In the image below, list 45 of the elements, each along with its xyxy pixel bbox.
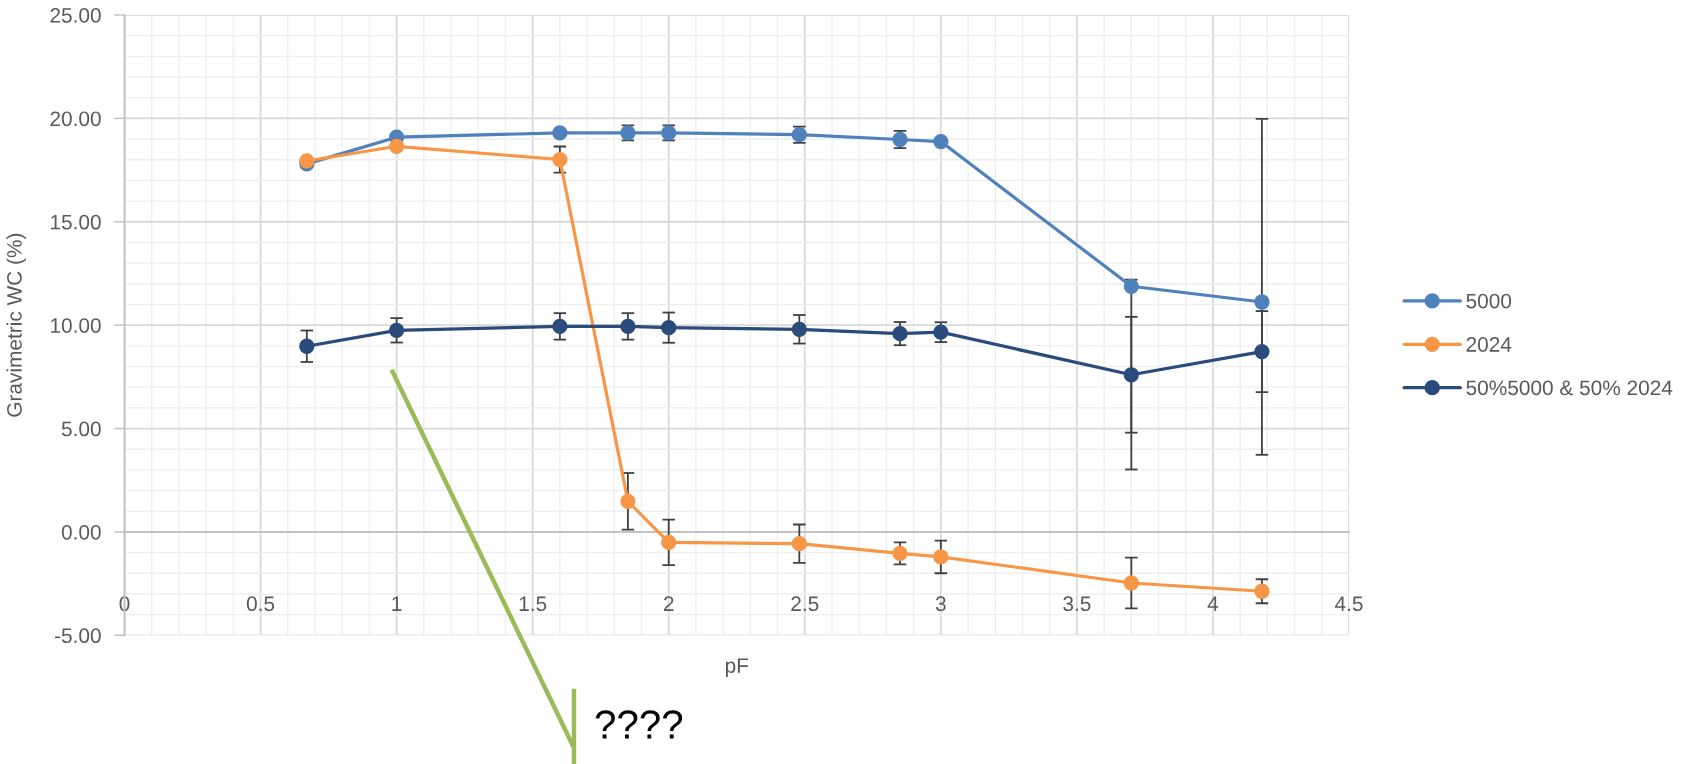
point (388, 138, 405, 154)
point (620, 318, 636, 335)
point (620, 493, 636, 509)
point (661, 534, 677, 551)
point (552, 318, 568, 335)
x-tick-label: 1 (392, 596, 402, 611)
y-axis-title: Gravimetric WC (%) (6, 233, 26, 417)
y-tick-label: 25.00 (50, 8, 101, 23)
point (933, 549, 949, 565)
point (1254, 294, 1270, 310)
point (552, 151, 568, 168)
point (552, 125, 568, 141)
point (661, 319, 677, 336)
x-tick-label: 0.5 (246, 596, 275, 612)
legend-label: 50%5000 & 50% 2024 (1466, 380, 1673, 396)
point (791, 536, 807, 552)
x-tick-label: 2 (663, 596, 674, 611)
point (892, 325, 908, 342)
point (1254, 343, 1270, 360)
point (1123, 367, 1139, 383)
text: ???? (595, 710, 683, 739)
point (388, 322, 405, 338)
x-axis-title: pF (725, 658, 749, 678)
x-tick-label: 1.5 (519, 596, 547, 612)
point (1123, 278, 1139, 294)
point (1123, 575, 1139, 591)
x-tick-label: 4 (1207, 596, 1219, 611)
x-tick-label: 2.5 (791, 596, 819, 612)
y-tick-label: -5.00 (55, 628, 101, 644)
x-tick-label: 3.5 (1063, 596, 1091, 612)
point (933, 324, 949, 340)
point (299, 338, 315, 354)
point (791, 321, 807, 337)
x-tick-label: 3 (935, 596, 946, 612)
y-tick-label: 0.00 (61, 524, 101, 540)
point (892, 545, 908, 562)
legend-label: 5000 (1466, 293, 1512, 309)
y-tick-label: 10.00 (51, 318, 101, 333)
y-tick-label: 20.00 (50, 111, 101, 127)
x-tick-label: 4.5 (1335, 596, 1363, 612)
y-tick-label: 15.00 (51, 214, 101, 230)
y-tick-label: 5.00 (61, 421, 101, 437)
legend-label: 2024 (1466, 337, 1512, 352)
point (1254, 583, 1270, 599)
point (933, 133, 949, 150)
